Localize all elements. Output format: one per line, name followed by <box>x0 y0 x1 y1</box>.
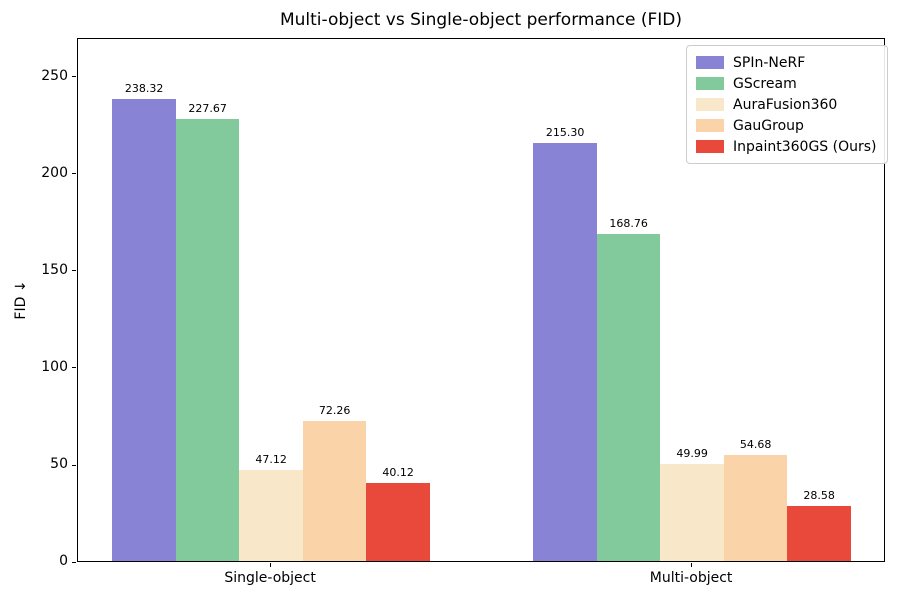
legend-swatch-icon <box>696 77 724 90</box>
legend-swatch-icon <box>696 56 724 69</box>
legend: SPIn-NeRF GScream AuraFusion360 GauGroup Inp… <box>686 45 888 164</box>
bar-inpaint360gs-ours-1[interactable] <box>787 505 851 561</box>
y-tick-mark <box>72 464 76 466</box>
x-tick-label: Single-object <box>224 570 316 586</box>
y-tick-label: 200 <box>41 164 68 181</box>
bar-value-label: 47.12 <box>255 452 287 466</box>
bar-value-label: 168.76 <box>609 216 648 230</box>
bar-gaugroup-0[interactable] <box>302 420 367 561</box>
bar-value-label: 238.32 <box>124 81 164 95</box>
bar-value-label: 40.12 <box>382 466 414 480</box>
y-tick-mark <box>72 367 76 369</box>
bar-value-label: 215.30 <box>545 126 585 140</box>
bar-spin-nerf-1[interactable] <box>533 143 597 561</box>
legend-item-label: GScream <box>733 75 797 92</box>
y-tick-label: 0 <box>59 553 68 569</box>
legend-item[interactable]: AuraFusion360 <box>696 94 877 115</box>
y-tick-label: 150 <box>41 261 68 278</box>
bar-spin-nerf-0[interactable] <box>112 98 176 561</box>
y-tick-label: 250 <box>41 67 68 84</box>
bar-value-label: 54.68 <box>739 437 772 451</box>
bar-gaugroup-1[interactable] <box>723 454 788 561</box>
x-tick-mark <box>270 563 272 567</box>
legend-item[interactable]: SPIn-NeRF <box>696 52 877 73</box>
legend-item-label: AuraFusion360 <box>733 96 838 113</box>
y-tick-mark <box>72 173 76 175</box>
bar-value-label: 49.99 <box>676 447 708 460</box>
legend-swatch-icon <box>696 119 724 132</box>
y-tick-mark <box>72 561 76 563</box>
bar-inpaint360gs-ours-0[interactable] <box>366 483 430 561</box>
bar-value-label: 227.67 <box>188 102 227 116</box>
y-tick-label: 100 <box>41 358 68 375</box>
chart-title: Multi-object vs Single-object performanc… <box>279 10 683 30</box>
bar-value-label: 72.26 <box>318 403 351 417</box>
legend-item-label: SPIn-NeRF <box>733 54 806 71</box>
legend-swatch-icon <box>696 98 724 111</box>
y-tick-label: 50 <box>50 456 68 472</box>
bar-value-label: 28.58 <box>803 488 835 502</box>
legend-item[interactable]: GauGroup <box>696 115 877 136</box>
y-axis-label: FID ↓ <box>13 280 29 320</box>
y-tick-mark <box>72 76 76 78</box>
bar-aurafusion360-0[interactable] <box>239 469 303 561</box>
legend-item[interactable]: GScream <box>696 73 877 94</box>
bar-gscream-0[interactable] <box>175 119 240 561</box>
legend-item[interactable]: Inpaint360GS (Ours) <box>696 136 877 157</box>
legend-swatch-icon <box>696 140 724 153</box>
y-tick-mark <box>72 270 76 272</box>
x-tick-mark <box>691 563 693 567</box>
legend-item-label: GauGroup <box>733 117 804 134</box>
legend-item-label: Inpaint360GS (Ours) <box>733 138 877 155</box>
x-tick-label: Multi-object <box>649 570 733 586</box>
bar-aurafusion360-1[interactable] <box>660 464 724 561</box>
bar-gscream-1[interactable] <box>596 233 661 561</box>
